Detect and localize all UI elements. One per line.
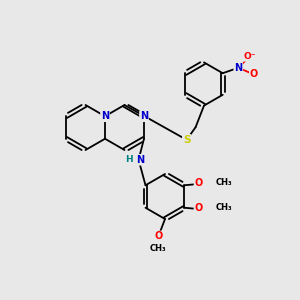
Text: N: N	[101, 111, 109, 121]
Text: O: O	[194, 178, 203, 188]
Text: N: N	[234, 63, 242, 73]
Text: CH₃: CH₃	[215, 203, 232, 212]
Text: S: S	[183, 135, 190, 145]
Text: CH₃: CH₃	[215, 178, 232, 187]
Text: N: N	[136, 155, 144, 165]
Text: O⁻: O⁻	[244, 52, 256, 61]
Text: CH₃: CH₃	[149, 244, 166, 253]
Text: N: N	[140, 111, 148, 121]
Text: H: H	[125, 155, 133, 164]
Text: O: O	[194, 203, 203, 213]
Text: O: O	[250, 69, 258, 80]
Text: O: O	[155, 231, 163, 242]
